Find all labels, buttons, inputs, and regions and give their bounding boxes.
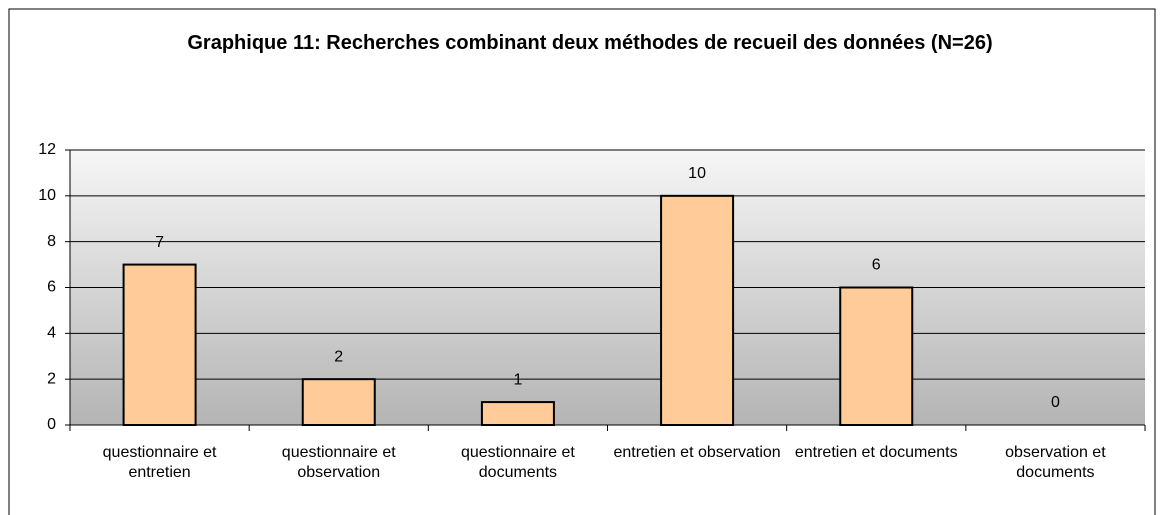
x-tick-label: questionnaire et observation bbox=[281, 444, 396, 481]
x-tick-label: questionnaire et entretien bbox=[102, 444, 217, 481]
value-label: 1 bbox=[513, 371, 522, 388]
value-label: 2 bbox=[334, 348, 343, 365]
y-tick-label: 12 bbox=[38, 141, 56, 158]
x-tick-label: entretien et observation bbox=[613, 444, 781, 461]
x-tick-label: entretien et documents bbox=[794, 444, 958, 461]
value-label: 7 bbox=[155, 234, 164, 251]
x-label-box: questionnaire et documents bbox=[460, 444, 575, 481]
value-label: 6 bbox=[872, 257, 881, 274]
y-tick-label: 2 bbox=[47, 370, 56, 387]
chart-frame bbox=[8, 8, 1156, 515]
value-label: 10 bbox=[688, 165, 706, 182]
chart-title: Graphique 11: Recherches combinant deux … bbox=[187, 32, 993, 54]
y-tick-label: 8 bbox=[47, 233, 56, 250]
x-label-box: entretien et documents bbox=[794, 444, 958, 461]
x-tick-label: questionnaire et documents bbox=[460, 444, 575, 481]
y-tick-label: 0 bbox=[47, 416, 56, 433]
value-label: 0 bbox=[1051, 394, 1060, 411]
y-tick-label: 10 bbox=[38, 187, 56, 204]
bar bbox=[301, 378, 376, 426]
y-tick-label: 6 bbox=[47, 279, 56, 296]
x-label-box: questionnaire et entretien bbox=[102, 444, 217, 481]
bar bbox=[839, 286, 914, 426]
bar bbox=[122, 263, 197, 427]
x-tick-label: observation et documents bbox=[1005, 444, 1106, 481]
x-label-box: entretien et observation bbox=[613, 444, 781, 461]
title-box: Graphique 11: Recherches combinant deux … bbox=[187, 32, 993, 54]
y-tick-label: 4 bbox=[47, 325, 56, 342]
x-label-box: observation et documents bbox=[1005, 444, 1106, 481]
bar bbox=[480, 401, 555, 427]
bar bbox=[660, 194, 735, 426]
x-label-box: questionnaire et observation bbox=[281, 444, 396, 481]
